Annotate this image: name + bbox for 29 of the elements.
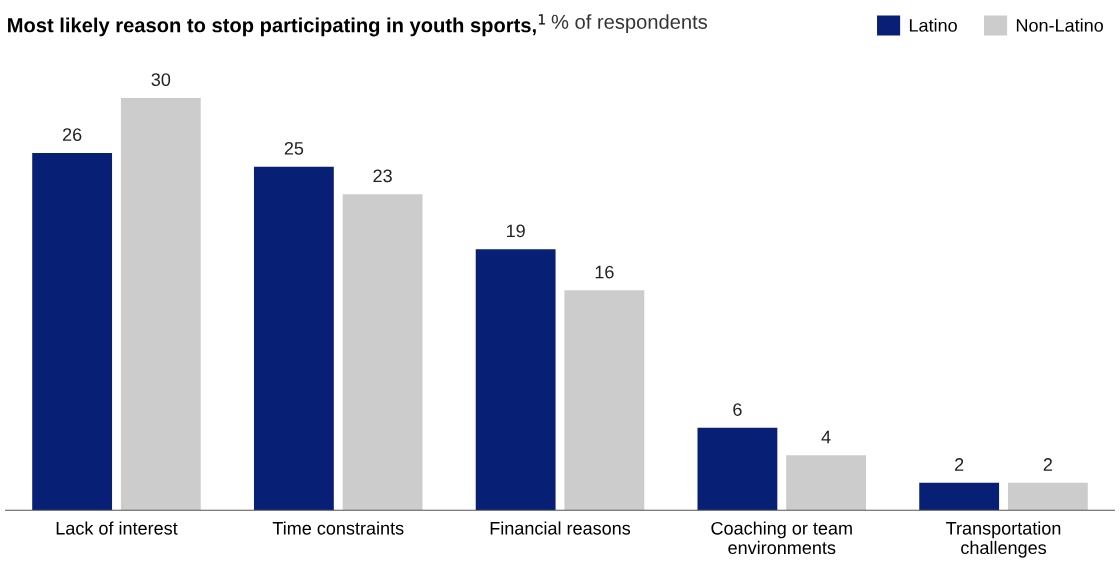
data-label: 4 — [821, 430, 831, 444]
x-tick-label: Coaching or team environments — [711, 521, 852, 555]
x-tick-label: Lack of interest — [56, 521, 178, 535]
data-label: 23 — [373, 169, 392, 183]
data-label: 26 — [63, 128, 82, 142]
chart-subtitle: % of respondents — [551, 14, 708, 33]
data-label: 2 — [1043, 458, 1052, 471]
data-label: 19 — [506, 224, 525, 238]
bar — [786, 455, 867, 511]
data-label: 6 — [733, 403, 742, 416]
bar — [120, 97, 201, 511]
legend-label: Non-Latino — [1016, 18, 1103, 32]
bar — [697, 427, 778, 511]
data-label: 25 — [284, 141, 304, 155]
bar — [564, 290, 645, 511]
x-tick-label: Transportation challenges — [946, 521, 1061, 558]
bar — [919, 482, 1000, 511]
bar — [342, 194, 423, 511]
bar — [32, 152, 113, 511]
data-label: 16 — [595, 265, 614, 279]
data-label: 2 — [955, 458, 964, 471]
data-label: 30 — [151, 73, 171, 87]
bar — [253, 166, 334, 511]
bar — [475, 249, 556, 511]
x-tick-label: Time constraints — [272, 521, 404, 535]
chart-title: Most likely reason to stop participating in youth sports,$^{1}$ — [8, 14, 545, 37]
x-tick-label: Financial reasons — [490, 521, 631, 535]
bar — [1007, 482, 1088, 511]
legend-label: Latino — [909, 18, 957, 32]
